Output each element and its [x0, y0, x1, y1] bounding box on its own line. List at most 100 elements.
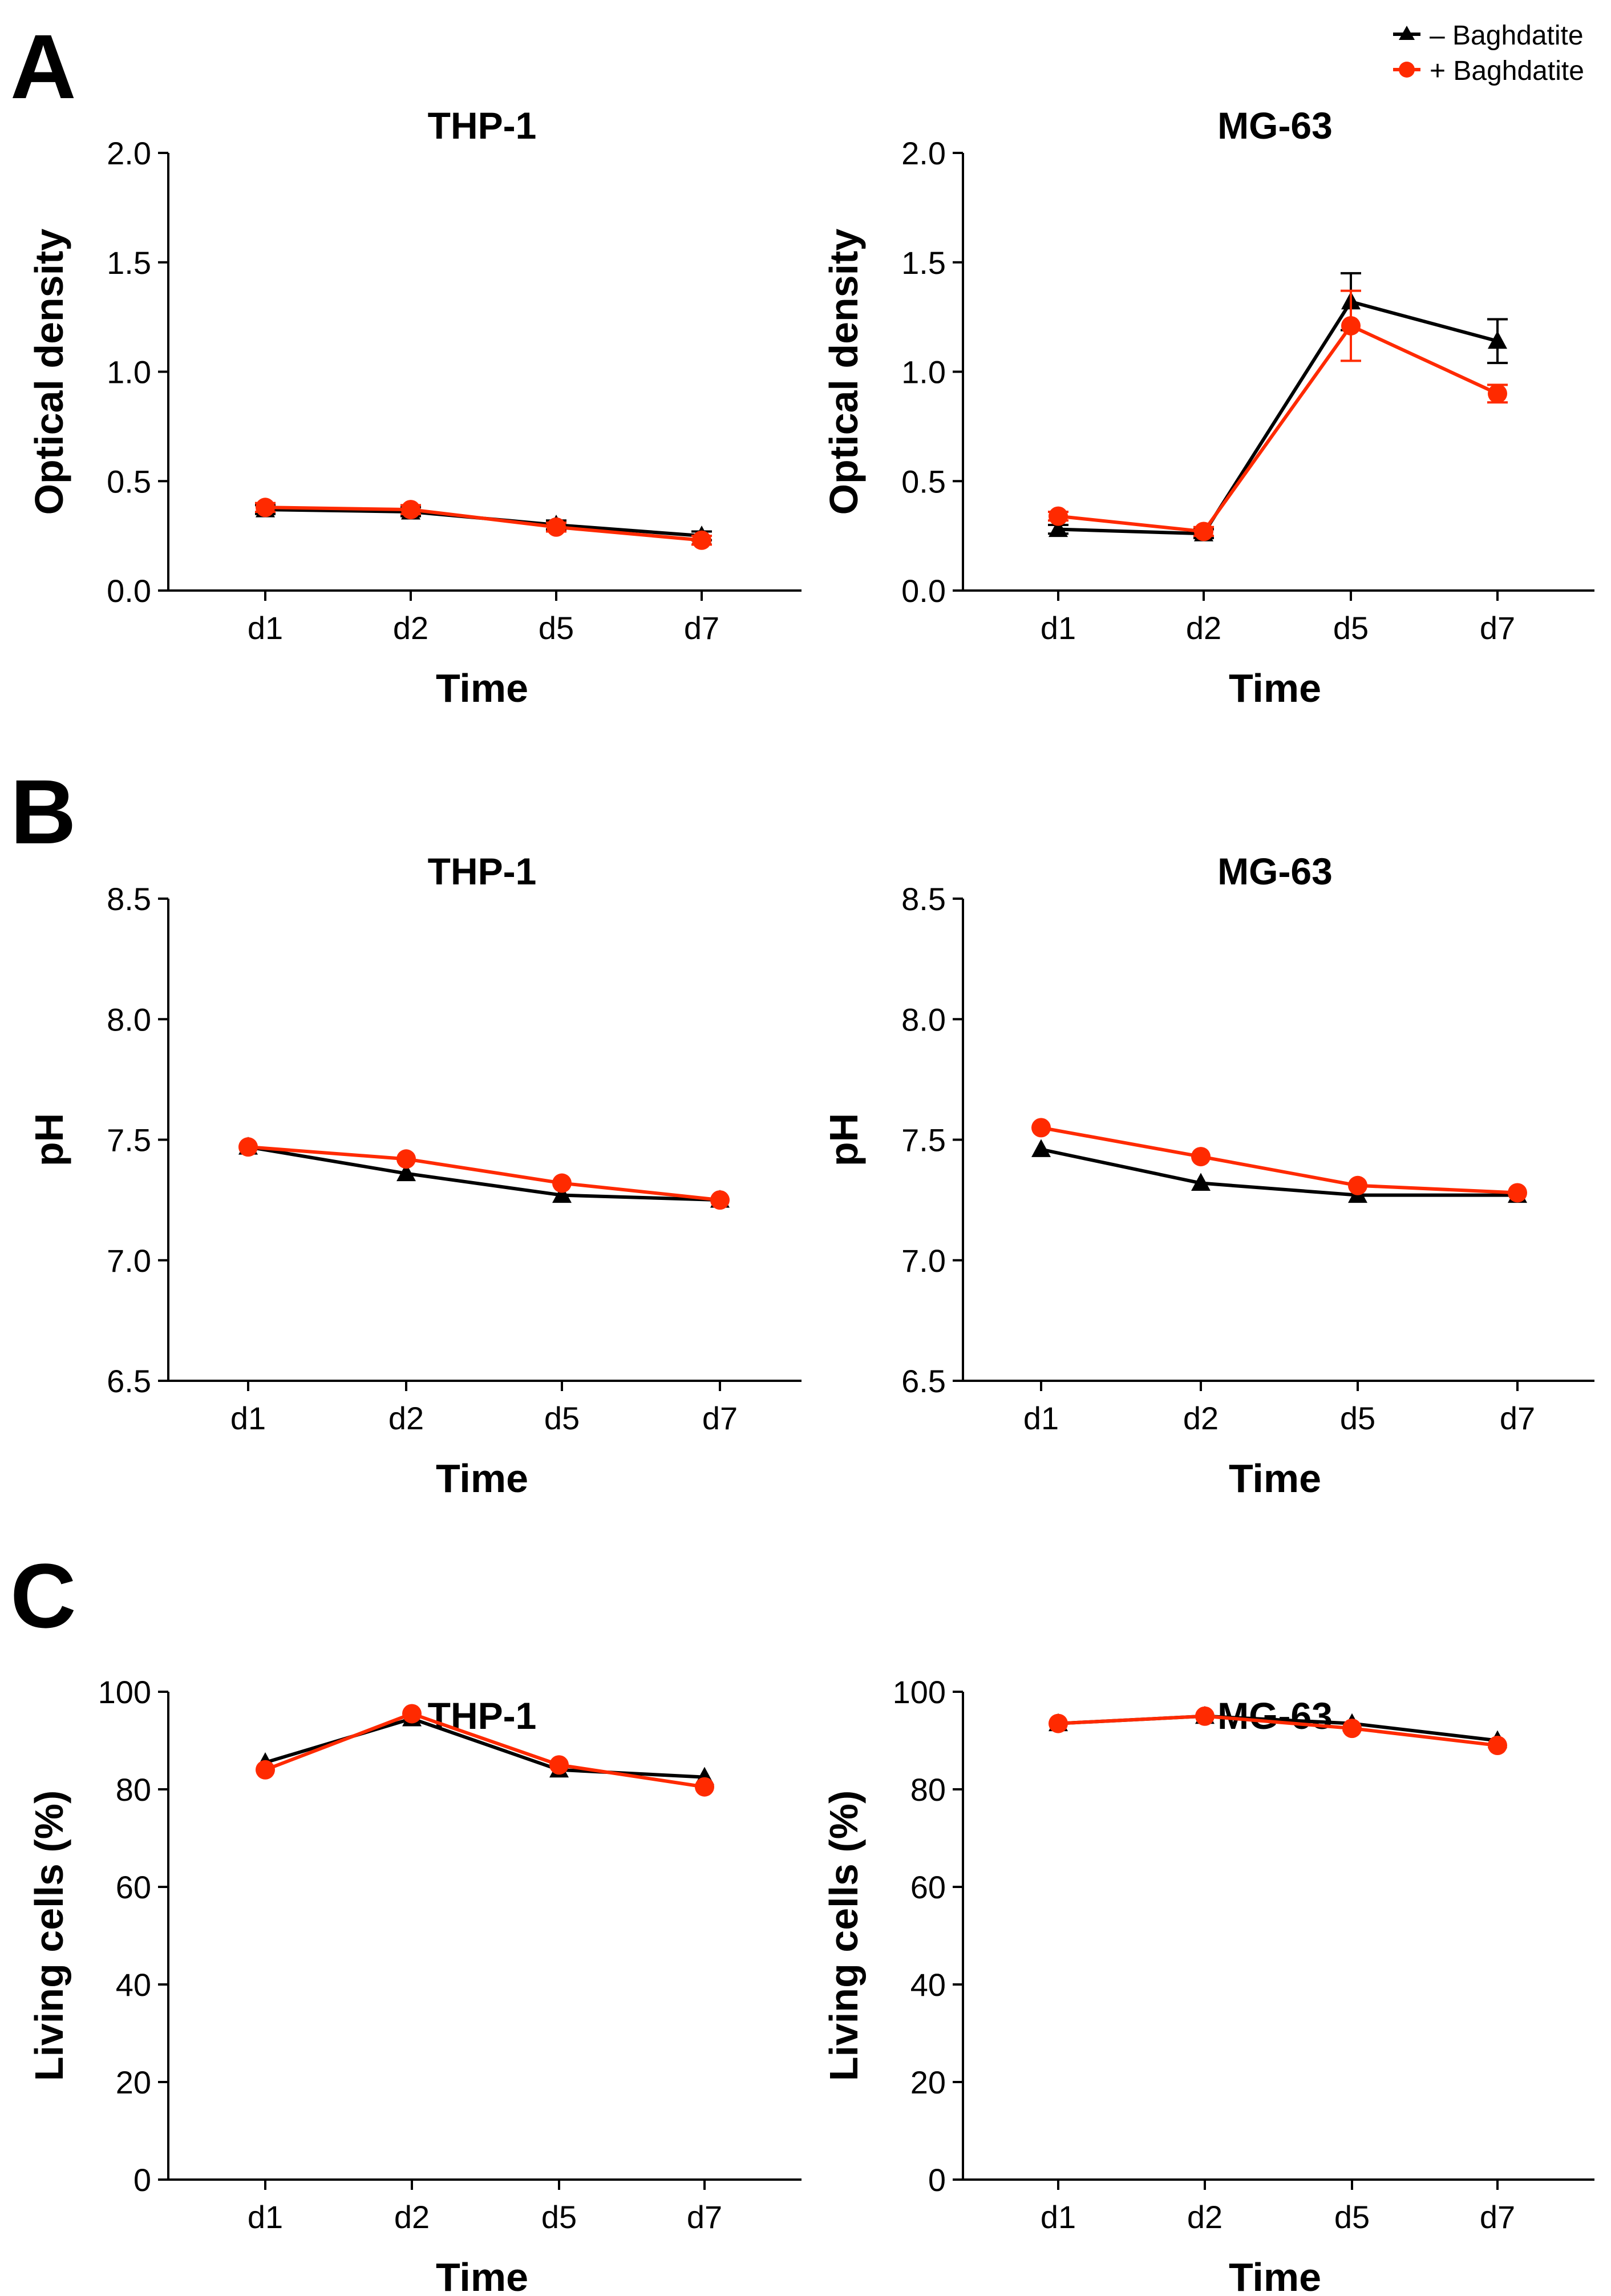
data-point-circle: [256, 498, 275, 518]
data-point-circle: [1191, 1147, 1211, 1167]
data-point-circle: [256, 1760, 275, 1780]
data-point-circle: [692, 530, 711, 550]
y-tick-label: 8.0: [107, 1001, 151, 1037]
chart-a-mg-63: 0.0 0.5 1.0 1.5 2.0 d1 d2 d5 d7 MG-63 Time Optical …: [821, 104, 1594, 710]
series-line: [1041, 1147, 1517, 1197]
legend-plus-label: + Baghdatite: [1430, 56, 1584, 86]
x-tick-label: d1: [230, 1400, 266, 1436]
y-tick-label: 8.0: [901, 1001, 946, 1037]
y-tick-label: 7.5: [107, 1122, 151, 1158]
x-axis-label: Time: [1229, 1456, 1321, 1501]
data-point-circle: [710, 1190, 730, 1210]
x-axis-label: Time: [436, 2255, 528, 2296]
y-tick-label: 6.5: [107, 1363, 151, 1399]
y-tick-label: 0: [133, 2162, 151, 2198]
data-point-circle: [1508, 1183, 1527, 1203]
x-axis-label: Time: [436, 1456, 528, 1501]
x-tick-label: d2: [388, 1400, 424, 1436]
y-tick-label: 7.0: [901, 1243, 946, 1279]
data-point-triangle: [552, 1185, 572, 1203]
x-tick-label: d7: [702, 1400, 738, 1436]
y-tick-label: 1.0: [107, 354, 151, 390]
x-tick-label: d7: [687, 2199, 722, 2235]
x-tick-label: d7: [1480, 610, 1515, 646]
y-tick-label: 100: [98, 1674, 151, 1710]
chart-title: MG-63: [1217, 850, 1333, 892]
y-tick-label: 0.5: [107, 463, 151, 499]
series-line: [265, 506, 702, 542]
y-axis-label: pH: [821, 1113, 866, 1166]
y-tick-label: 20: [910, 2064, 946, 2100]
data-point-triangle: [396, 1163, 416, 1182]
y-tick-label: 60: [910, 1869, 946, 1905]
data-point-triangle: [1488, 330, 1507, 349]
y-tick-label: 60: [116, 1869, 151, 1905]
data-point-circle: [1488, 1736, 1507, 1756]
x-tick-label: d7: [1480, 2199, 1515, 2235]
series-plus-baghdatite: [1031, 1118, 1527, 1203]
data-point-circle: [695, 1777, 714, 1797]
x-tick-label: d5: [539, 610, 574, 646]
chart-b-thp-1: 6.5 7.0 7.5 8.0 8.5 d1 d2 d5 d7 THP-1 Time pH: [27, 850, 802, 1501]
y-tick-label: 0.5: [901, 463, 946, 499]
data-point-circle: [396, 1149, 416, 1169]
x-tick-label: d2: [1183, 1400, 1219, 1436]
y-tick-label: 40: [910, 1967, 946, 2003]
data-point-circle: [1195, 1706, 1215, 1726]
x-axis-label: Time: [436, 666, 528, 710]
x-tick-label: d2: [1187, 2199, 1223, 2235]
series-plus-baghdatite: [1048, 289, 1508, 541]
x-tick-label: d7: [1500, 1400, 1535, 1436]
data-point-circle: [1341, 316, 1361, 335]
x-tick-label: d5: [1333, 610, 1369, 646]
x-tick-label: d5: [544, 1400, 580, 1436]
y-tick-label: 2.0: [901, 135, 946, 171]
chart-title: MG-63: [1217, 1695, 1333, 1737]
data-point-circle: [1342, 1719, 1362, 1739]
x-tick-label: d1: [248, 2199, 283, 2235]
series-plus-baghdatite: [256, 1704, 714, 1797]
x-tick-label: d1: [1041, 2199, 1076, 2235]
charts-container: 0.0 0.5 1.0 1.5 2.0 d1 d2 d5 d7 THP-1 Time Optical …: [27, 104, 1594, 2296]
x-tick-label: d1: [1041, 610, 1076, 646]
series-line: [248, 1145, 721, 1202]
y-tick-label: 2.0: [107, 135, 151, 171]
y-tick-label: 7.5: [901, 1122, 946, 1158]
data-point-circle: [402, 1704, 422, 1724]
y-tick-label: 20: [116, 2064, 151, 2100]
y-tick-label: 40: [116, 1967, 151, 2003]
y-tick-label: 0.0: [107, 573, 151, 609]
series-line: [1058, 324, 1499, 533]
series-line: [248, 1145, 721, 1202]
x-axis-label: Time: [1229, 2255, 1321, 2296]
series-line: [265, 508, 702, 538]
data-point-circle: [1031, 1118, 1051, 1138]
panel-letter-a: A: [10, 15, 76, 118]
data-point-circle: [1348, 1175, 1367, 1195]
chart-b-mg-63: 6.5 7.0 7.5 8.0 8.5 d1 d2 d5 d7 MG-63 Time pH: [821, 850, 1594, 1501]
y-tick-label: 1.5: [107, 245, 151, 281]
legend-circle-marker: [1399, 62, 1415, 78]
y-tick-label: 0: [928, 2162, 946, 2198]
data-point-circle: [1049, 1713, 1068, 1733]
data-point-triangle: [1049, 519, 1068, 537]
y-axis-label: Living cells (%): [27, 1790, 71, 2081]
chart-title: MG-63: [1217, 104, 1333, 147]
series-plus-baghdatite: [255, 498, 712, 550]
x-tick-label: d2: [393, 610, 428, 646]
x-tick-label: d2: [394, 2199, 430, 2235]
x-tick-label: d1: [1023, 1400, 1059, 1436]
x-tick-label: d5: [1340, 1400, 1375, 1436]
y-axis-label: Optical density: [821, 229, 866, 515]
series-minus-baghdatite: [1048, 272, 1508, 541]
series-plus-baghdatite: [238, 1137, 730, 1210]
data-point-circle: [1049, 506, 1068, 526]
data-point-circle: [547, 517, 566, 537]
y-tick-label: 1.5: [901, 245, 946, 281]
data-point-circle: [552, 1173, 572, 1193]
y-axis-label: Optical density: [27, 229, 71, 515]
panel-letter-c: C: [10, 1545, 76, 1647]
data-point-circle: [238, 1137, 258, 1157]
legend: – Baghdatite + Baghdatite: [1393, 21, 1584, 86]
